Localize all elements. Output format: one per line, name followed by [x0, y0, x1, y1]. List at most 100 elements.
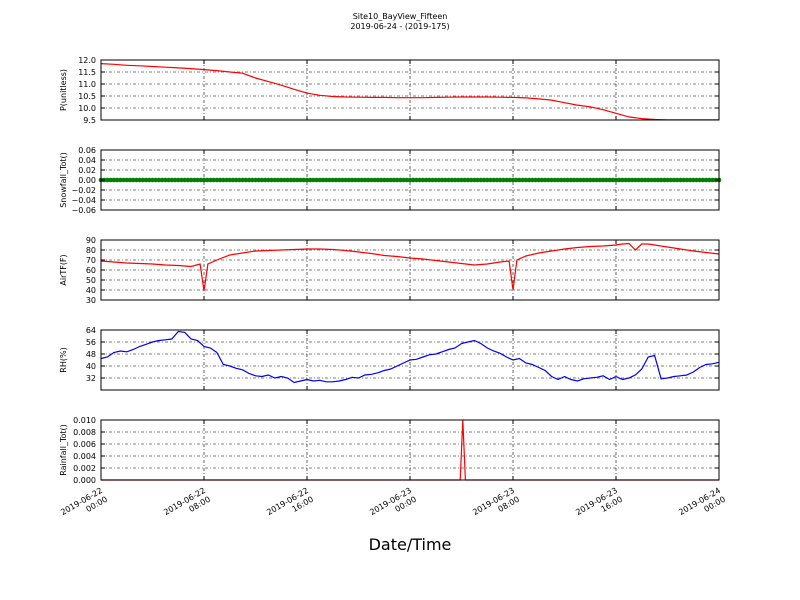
panel-2: 0.060.040.020.00−0.02−0.04−0.06Snowfall_…	[59, 146, 722, 215]
panel-2-marker	[571, 177, 577, 183]
x-axis-label: Date/Time	[369, 535, 452, 554]
panel-2-marker	[307, 177, 313, 183]
panel-2-marker	[108, 177, 113, 183]
panel-2-marker	[436, 177, 442, 183]
panel-5-ytick-label: 0.000	[73, 476, 96, 485]
panel-2-marker	[304, 177, 310, 183]
panel-1-ytick-label: 11.5	[78, 68, 96, 77]
panel-2-marker	[118, 177, 123, 183]
panel-2-marker	[546, 177, 551, 183]
panel-2-marker	[558, 177, 564, 183]
panel-2-marker	[452, 177, 458, 183]
panel-2-marker	[153, 177, 159, 183]
panel-2-marker	[687, 177, 693, 183]
panel-2-marker	[394, 177, 400, 183]
panel-2-marker	[633, 177, 638, 183]
panel-2-marker	[356, 177, 361, 183]
panel-2-marker	[217, 177, 223, 183]
panel-5-ytick-label: 0.008	[73, 428, 96, 437]
panel-2-marker	[423, 177, 429, 183]
panel-2-marker	[578, 177, 583, 183]
panel-2-marker	[710, 177, 715, 183]
panel-2-marker	[269, 177, 274, 183]
panel-4-ytick-label: 56	[86, 338, 96, 347]
panel-2-ytick-label: −0.04	[71, 196, 96, 205]
panel-2-marker	[159, 177, 165, 183]
panel-2-marker	[510, 177, 516, 183]
panel-2-marker	[626, 177, 632, 183]
panel-2-marker	[407, 177, 413, 183]
panel-2-marker	[127, 177, 133, 183]
panel-5-grid	[101, 420, 719, 480]
panel-2-marker	[597, 177, 603, 183]
panel-2-marker	[249, 177, 255, 183]
panel-2-marker	[320, 177, 326, 183]
panel-5-ylabel: Rainfall_Tot()	[59, 424, 68, 476]
panel-5-ytick-label: 0.002	[73, 464, 96, 473]
panel-2-marker	[385, 177, 390, 183]
panel-2-marker	[446, 177, 451, 183]
panel-2-marker	[491, 177, 496, 183]
panel-2-marker	[130, 177, 136, 183]
panel-2-marker	[610, 177, 616, 183]
panel-2-marker	[671, 177, 677, 183]
panel-2-marker	[488, 177, 493, 183]
panel-2-marker	[459, 177, 464, 183]
panel-2-marker	[134, 177, 139, 183]
panel-2-marker	[520, 177, 525, 183]
panel-2-marker	[295, 177, 300, 183]
panel-2-marker	[674, 177, 680, 183]
panel-5-ytick-label: 0.004	[73, 452, 96, 461]
panel-3-ytick-label: 80	[86, 246, 96, 255]
panel-2-marker	[549, 177, 554, 183]
panel-2-marker	[282, 177, 287, 183]
panel-2-marker	[188, 177, 194, 183]
panel-1-ytick-label: 11.0	[78, 80, 96, 89]
panel-4: 64 56 48 40 32 RH(%)	[59, 326, 720, 391]
panel-2-marker	[433, 177, 439, 183]
panel-2-marker	[639, 177, 645, 183]
panel-2-marker	[507, 177, 513, 183]
panel-2-marker	[697, 177, 702, 183]
panel-2-marker	[636, 177, 641, 183]
panel-2-marker	[262, 177, 268, 183]
panel-2-marker	[137, 177, 142, 183]
panel-2-marker	[285, 177, 290, 183]
panel-2-marker	[195, 177, 200, 183]
panel-2-marker	[227, 177, 233, 183]
panel-2-marker	[398, 177, 403, 183]
panel-2-marker	[661, 177, 667, 183]
panel-3-ytick-label: 30	[86, 296, 96, 305]
panel-1-ytick-label: 9.5	[83, 116, 96, 125]
panel-2-marker	[372, 177, 377, 183]
panel-2-marker	[324, 177, 329, 183]
panel-2-marker	[362, 177, 368, 183]
panel-2-marker	[240, 177, 245, 183]
panel-2-marker	[526, 177, 532, 183]
panel-2-marker	[156, 177, 162, 183]
panel-2-marker	[185, 177, 191, 183]
panel-2-marker	[253, 177, 258, 183]
panel-4-grid	[101, 330, 719, 390]
panel-3-ytick-label: 50	[86, 276, 96, 285]
panel-2-ylabel: Snowfall_Tot()	[59, 152, 68, 208]
panel-3-grid	[101, 240, 719, 300]
panel-2-marker	[681, 177, 686, 183]
panel-4-ylabel: RH(%)	[59, 347, 68, 372]
panel-1-ytick-label: 10.5	[78, 92, 96, 101]
panel-2-marker	[314, 177, 319, 183]
panel-2-marker	[204, 177, 210, 183]
panel-2-marker	[298, 177, 303, 183]
panel-5-ytick-label: 0.010	[73, 416, 96, 425]
chart-title: Site10_BayView_Fifteen	[353, 12, 448, 21]
panel-2-marker	[114, 177, 120, 183]
panel-2-marker	[214, 177, 220, 183]
panel-2-marker	[439, 177, 445, 183]
panel-2-marker	[468, 177, 474, 183]
panel-2-marker	[391, 177, 397, 183]
panel-2-marker	[230, 177, 236, 183]
panel-1-series-line	[100, 63, 719, 121]
panel-2-marker	[224, 177, 229, 183]
panel-2-marker	[542, 177, 548, 183]
